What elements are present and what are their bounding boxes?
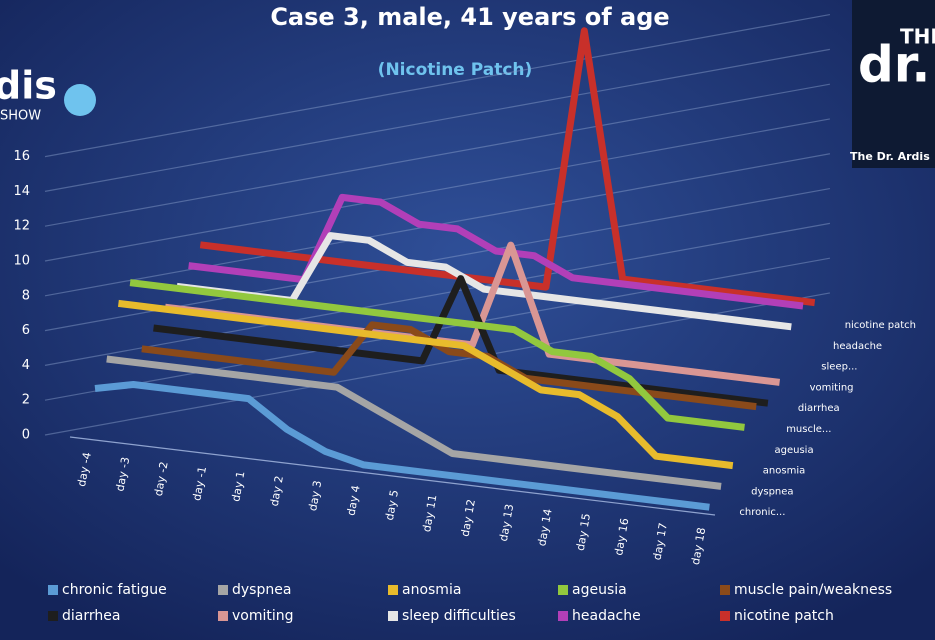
logo-right: THE dr. The Dr. Ardis xyxy=(850,0,935,168)
x-tick-label: day 4 xyxy=(345,484,363,517)
y-tick-label: 6 xyxy=(22,323,30,338)
legend-label: headache xyxy=(572,608,641,624)
y-tick-label: 4 xyxy=(22,358,30,373)
legend-swatch xyxy=(48,585,58,595)
legend-swatch xyxy=(388,585,398,595)
y-tick-label: 16 xyxy=(13,149,30,164)
legend-swatch xyxy=(558,585,568,595)
depth-label: ageusia xyxy=(775,445,814,456)
grid-line xyxy=(44,13,831,158)
x-tick-label: day 5 xyxy=(383,489,401,522)
logo-text: dr. xyxy=(858,36,930,94)
x-tick-label: day -2 xyxy=(152,461,171,497)
legend-label: muscle pain/weakness xyxy=(734,582,892,598)
legend-swatch xyxy=(720,611,730,621)
x-tick-label: day 16 xyxy=(612,517,631,556)
depth-label: sleep... xyxy=(821,362,857,373)
x-tick-label: day 17 xyxy=(651,522,670,561)
series-line xyxy=(199,27,816,307)
y-tick-label: 10 xyxy=(13,254,30,269)
depth-label: chronic... xyxy=(739,507,785,518)
legend-swatch xyxy=(558,611,568,621)
x-tick-label: day -4 xyxy=(75,451,94,487)
logo-caption: The Dr. Ardis xyxy=(850,150,930,163)
logo-apple xyxy=(64,84,96,116)
legend-label: diarrhea xyxy=(62,608,120,624)
series-line xyxy=(106,355,722,490)
x-tick-label: day 12 xyxy=(459,498,478,537)
depth-label: nicotine patch xyxy=(845,320,916,331)
axis-line xyxy=(69,436,716,516)
legend-label: sleep difficulties xyxy=(402,608,516,624)
series-line xyxy=(94,381,710,511)
logo-text: THE xyxy=(900,25,935,49)
legend-swatch xyxy=(218,585,228,595)
y-tick-label: 12 xyxy=(13,219,30,234)
legend-label: dyspnea xyxy=(232,582,291,598)
depth-label: diarrhea xyxy=(798,403,840,414)
depth-label: muscle... xyxy=(786,424,831,435)
chart-title: Case 3, male, 41 years of age xyxy=(270,3,669,31)
x-tick-label: day -3 xyxy=(113,456,132,492)
depth-label: anosmia xyxy=(763,466,805,477)
grid-line xyxy=(44,48,831,192)
series-line xyxy=(129,279,745,431)
legend-label: chronic fatigue xyxy=(62,582,167,598)
legend-label: vomiting xyxy=(232,608,294,624)
logo-text: dis xyxy=(0,64,57,108)
grid-line xyxy=(44,118,831,262)
grid-line xyxy=(44,222,831,366)
depth-label: dyspnea xyxy=(751,486,793,497)
depth-label: vomiting xyxy=(810,382,854,393)
y-tick-label: 8 xyxy=(22,288,30,303)
y-tick-label: 0 xyxy=(22,428,30,443)
legend-swatch xyxy=(720,585,730,595)
depth-label: headache xyxy=(833,341,882,352)
legend-swatch xyxy=(388,611,398,621)
y-tick-label: 14 xyxy=(13,184,30,199)
x-tick-label: day 13 xyxy=(497,503,516,542)
chart-subtitle: (Nicotine Patch) xyxy=(378,60,533,80)
legend-swatch xyxy=(218,611,228,621)
logo-left: dis SHOW xyxy=(0,64,96,124)
legend-label: ageusia xyxy=(572,582,627,598)
series-line xyxy=(117,299,734,470)
series-line xyxy=(188,193,804,310)
y-tick-label: 2 xyxy=(22,393,30,408)
x-tick-label: day -1 xyxy=(190,465,209,501)
legend-swatch xyxy=(48,611,58,621)
legend-label: nicotine patch xyxy=(734,608,834,624)
x-tick-label: day 14 xyxy=(535,508,554,547)
x-tick-label: day 3 xyxy=(306,479,324,512)
x-tick-label: day 15 xyxy=(574,512,593,551)
series-line xyxy=(153,275,769,407)
x-tick-label: day 11 xyxy=(420,494,439,533)
x-tick-label: day 2 xyxy=(268,475,286,508)
series-line xyxy=(141,321,757,411)
logo-box xyxy=(852,0,935,168)
logo-text: SHOW xyxy=(0,109,41,124)
grid-line xyxy=(44,83,831,227)
x-tick-label: day 1 xyxy=(229,470,247,503)
legend-label: anosmia xyxy=(402,582,461,598)
x-tick-label: day 18 xyxy=(689,526,708,565)
